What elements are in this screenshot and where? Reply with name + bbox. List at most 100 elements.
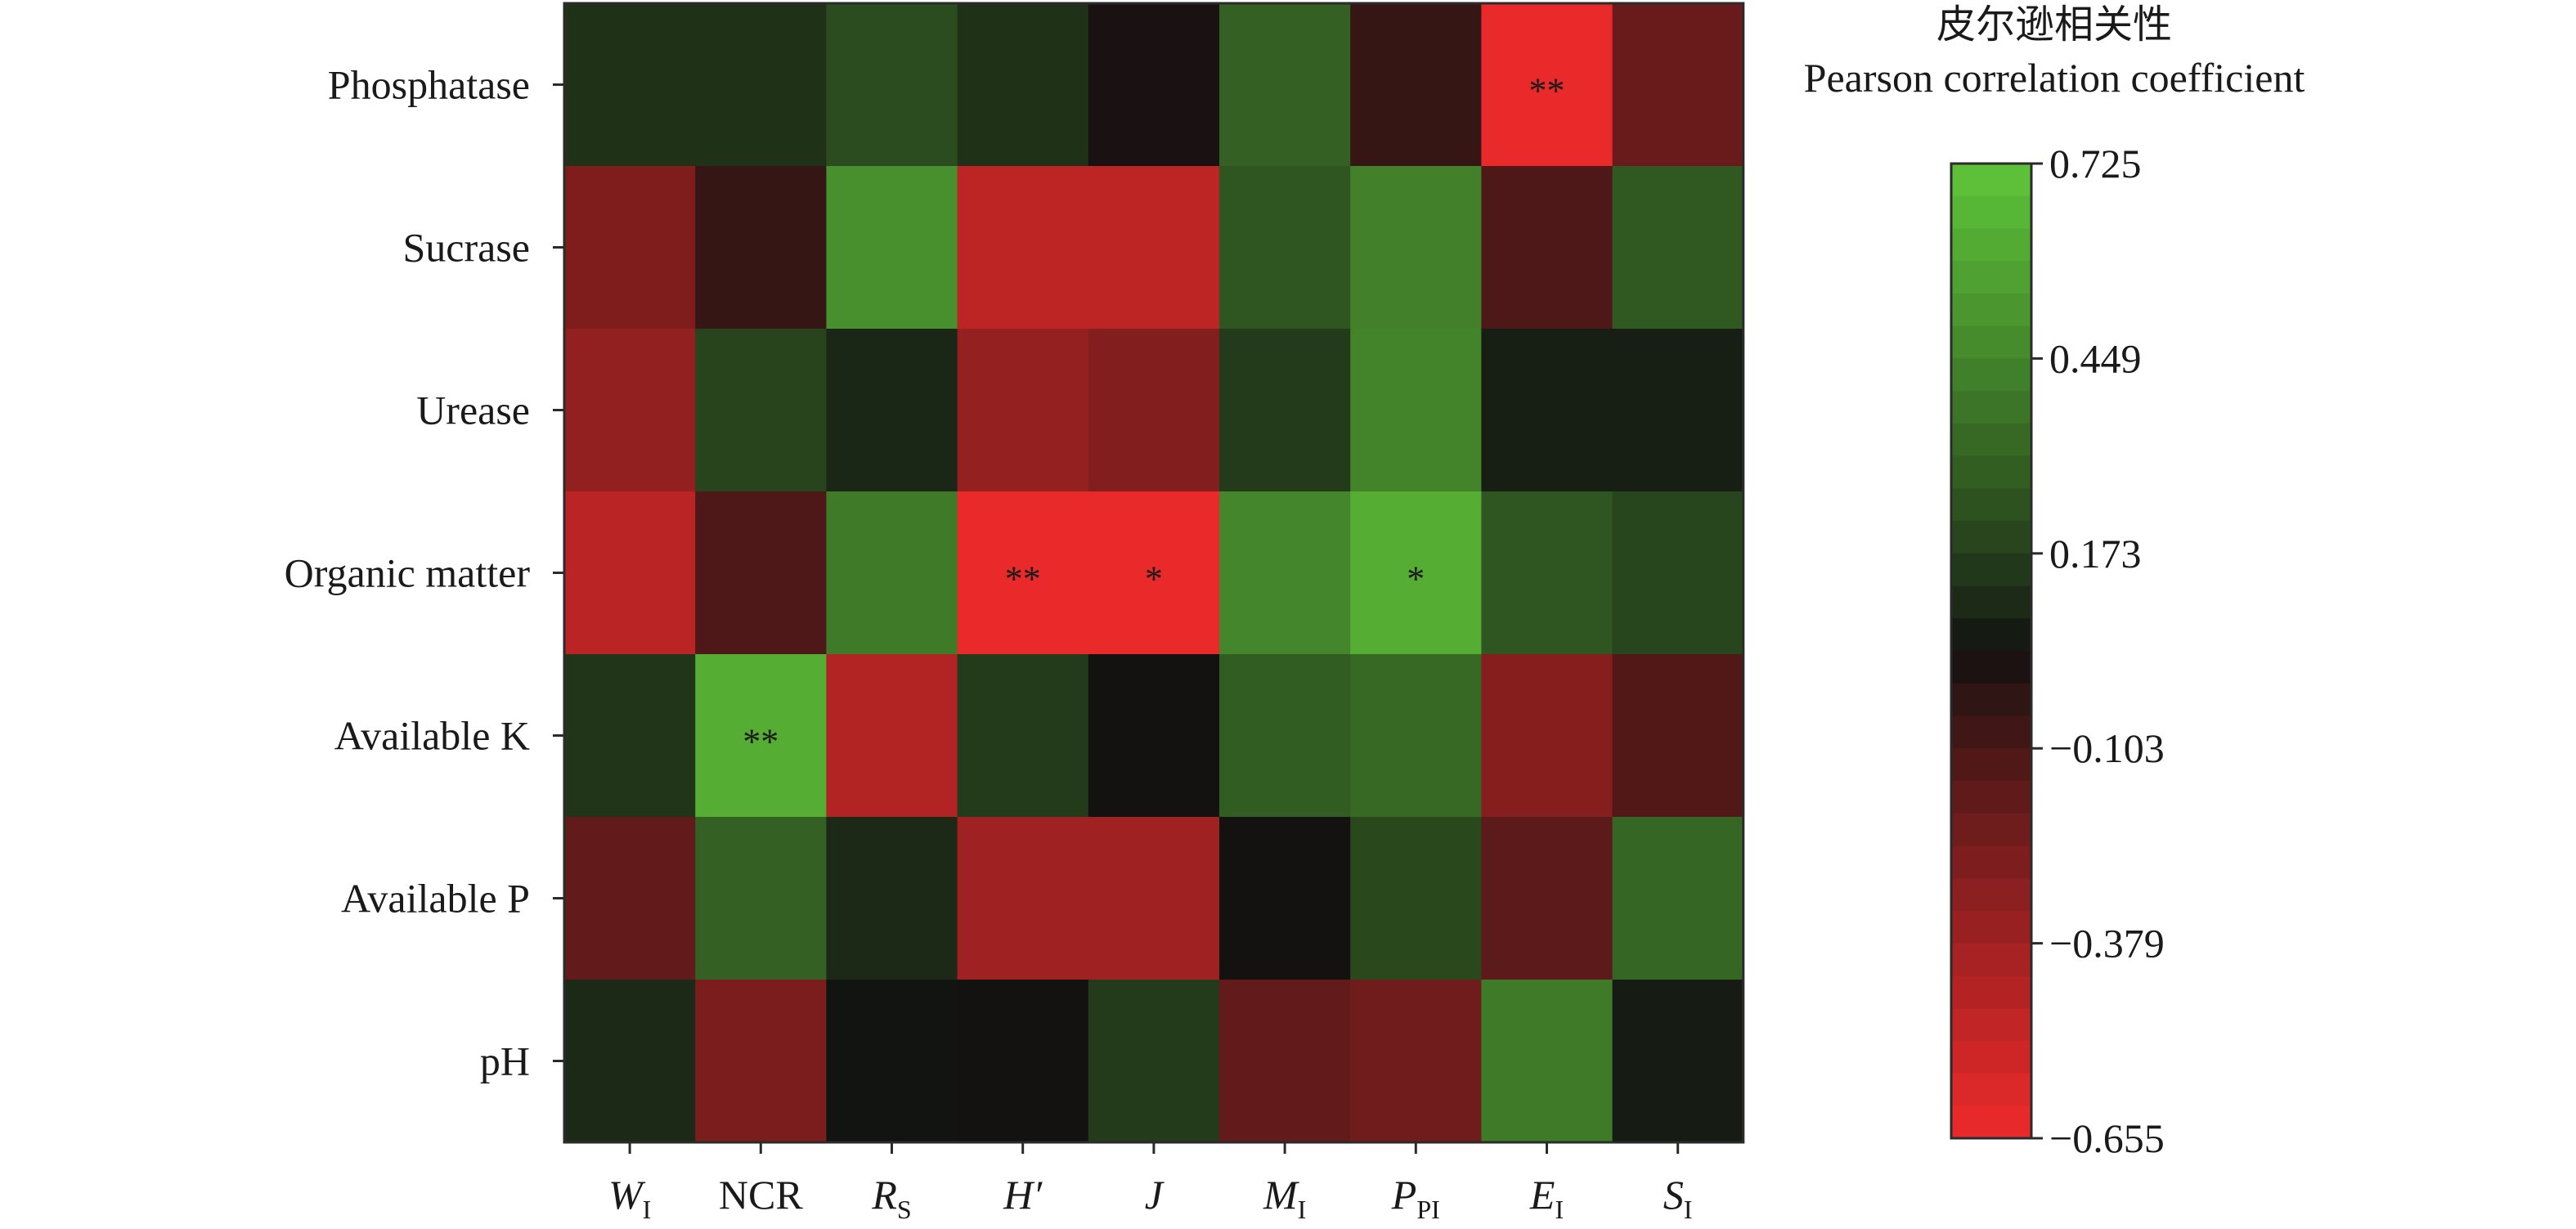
heatmap-cell [695,329,827,492]
heatmap-cell [564,654,696,818]
heatmap-cell [1219,166,1351,330]
heatmap-cell [1481,817,1613,980]
colorbar-band [1951,325,2031,359]
column-label: H′ [1003,1172,1043,1218]
colorbar-band [1951,423,2031,457]
significance-marker: * [1145,559,1163,599]
significance-marker: ** [1005,559,1041,599]
heatmap-cell [1350,166,1482,330]
heatmap-cell [1350,817,1482,980]
colorbar-band [1951,683,2031,717]
heatmap-cell [1219,329,1351,492]
heatmap-cell [564,329,696,492]
heatmap-cell [564,980,696,1143]
column-label: J [1145,1172,1165,1218]
heatmap-cell [957,980,1089,1143]
row-label: Phosphatase [328,62,530,108]
colorbar-band [1951,651,2031,684]
heatmap-cell [826,491,958,655]
colorbar-band [1951,521,2031,554]
heatmap-cell [1612,3,1744,167]
heatmap-cell [957,654,1089,818]
row-label: Organic matter [285,550,531,596]
heatmap-cell [695,3,827,167]
colorbar-title-en: Pearson correlation coefficient [1804,55,2305,101]
colorbar-band [1951,228,2031,262]
colorbar-ticks: 0.725 0.449 0.173 −0.103 −0.379 −0.655 [2031,141,2165,1161]
heatmap-cell [957,166,1089,330]
colorbar-band [1951,618,2031,652]
colorbar-legend: 皮尔逊相关性 Pearson correlation coefficient 0… [1804,3,2305,1161]
colorbar-band [1951,1106,2031,1139]
heatmap-cell [564,491,696,655]
heatmap-cell [957,817,1089,980]
row-label: Available K [334,713,530,759]
colorbar-band [1951,553,2031,587]
colorbar-band [1951,358,2031,392]
heatmap-cell [1219,3,1351,167]
heatmap-cell [1350,654,1482,818]
heatmap-cell [1612,329,1744,492]
colorbar-band [1951,748,2031,782]
colorbar-tick-label: 0.725 [2049,141,2142,186]
heatmap-cell [826,654,958,818]
column-label: RS [871,1172,911,1224]
heatmap-cell [1350,3,1482,167]
heatmap-cell [1481,980,1613,1143]
column-label: MI [1263,1172,1306,1224]
row-label: Available P [341,876,530,922]
heatmap-cell [1612,654,1744,818]
heatmap-cell [957,329,1089,492]
heatmap-cell [1350,491,1482,655]
heatmap-cell [1481,491,1613,655]
colorbar-band [1951,845,2031,879]
colorbar-frame [1950,162,2033,1140]
colorbar-band [1951,813,2031,846]
heatmap-cell [1088,3,1220,167]
colorbar-band [1951,293,2031,327]
significance-marker: ** [1529,71,1565,111]
colorbar-band [1951,976,2031,1009]
heatmap-cell [1612,817,1744,980]
heatmap-cell [564,166,696,330]
colorbar-tick-label: −0.103 [2049,725,2165,771]
column-label: NCR [719,1172,803,1218]
significance-marker: * [1407,559,1425,599]
heatmap-cell [957,491,1089,655]
heatmap-cell [1481,329,1613,492]
heatmap-cells: **** * *** [563,2,1745,1144]
heatmap-cell [826,329,958,492]
heatmap-cell [1612,980,1744,1143]
colorbar-tick-label: 0.173 [2049,531,2142,576]
heatmap-cell [1088,329,1220,492]
heatmap-cell [564,817,696,980]
heatmap-cell [1350,980,1482,1143]
heatmap-cell [1219,817,1351,980]
heatmap-cell [1088,980,1220,1143]
colorbar-band [1951,391,2031,424]
colorbar-band [1951,780,2031,814]
column-label: PPI [1391,1172,1440,1224]
heatmap-cell [826,3,958,167]
colorbar-band [1951,715,2031,749]
heatmap-cell [1088,166,1220,330]
heatmap-cell [1612,491,1744,655]
heatmap-cell [695,817,827,980]
heatmap-cell [1088,491,1220,655]
heatmap-cell [826,817,958,980]
colorbar-band [1951,910,2031,944]
colorbar-tick-label: −0.379 [2049,921,2165,967]
row-label: Sucrase [403,225,531,271]
colorbar-band [1951,943,2031,976]
row-labels: Phosphatase Sucrase Urease Organic matter Av… [285,62,564,1084]
colorbar-band [1951,1073,2031,1106]
row-label: pH [480,1038,530,1084]
heatmap-cell [826,980,958,1143]
heatmap-cell [1088,654,1220,818]
colorbar-title-cn: 皮尔逊相关性 [1936,3,2172,47]
heatmap-cell [1219,491,1351,655]
colorbar-tick-label: 0.449 [2049,335,2142,381]
significance-marker: ** [743,722,779,762]
column-label: EI [1529,1172,1564,1224]
